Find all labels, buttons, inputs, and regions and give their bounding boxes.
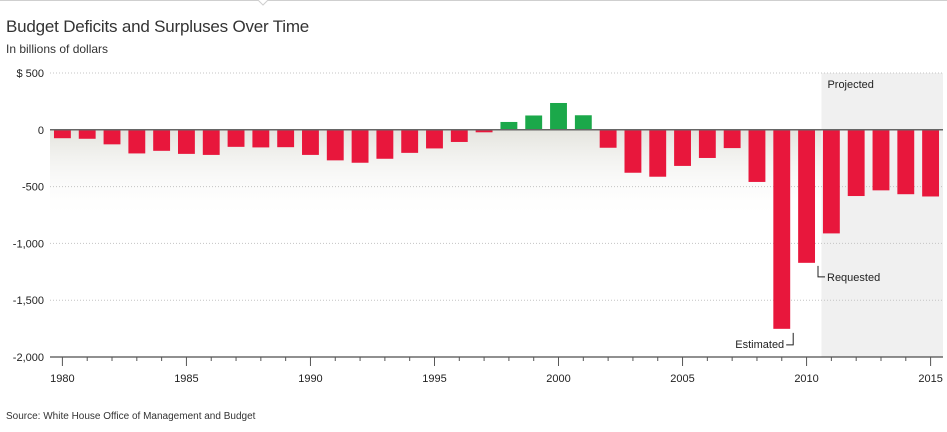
surplus-bar	[525, 115, 543, 130]
deficit-bar	[624, 129, 642, 173]
deficit-bar	[922, 129, 940, 197]
deficit-bar	[847, 129, 865, 197]
deficit-bar	[897, 129, 915, 195]
y-tick-label: 0	[38, 125, 44, 137]
y-tick-label: -1,000	[13, 238, 44, 250]
y-tick-label: -2,000	[13, 352, 44, 364]
x-tick-label: 1980	[50, 373, 74, 385]
deficit-bar	[475, 129, 493, 133]
deficit-bar	[723, 129, 741, 149]
deficit-bar	[302, 129, 319, 155]
deficit-bar	[872, 129, 890, 191]
surplus-bar	[500, 121, 518, 130]
deficit-bar	[128, 129, 146, 154]
x-tick-label: 2010	[794, 373, 818, 385]
chart-subtitle: In billions of dollars	[6, 42, 109, 56]
deficit-bar	[674, 129, 691, 166]
x-tick-label: 1985	[174, 373, 198, 385]
annotation-leader-estimated	[786, 332, 794, 346]
surplus-bar	[574, 115, 592, 130]
deficit-bar	[277, 129, 295, 148]
deficit-bar	[351, 129, 369, 163]
deficit-bar	[450, 129, 468, 142]
x-tick-label: 1995	[422, 373, 446, 385]
deficit-bar	[798, 129, 816, 263]
deficit-bar	[748, 129, 766, 182]
deficit-bar	[202, 129, 220, 155]
projected-region	[821, 73, 943, 357]
y-tick-label: $ 500	[16, 68, 44, 80]
x-tick-label: 2005	[670, 373, 694, 385]
deficit-bar	[252, 129, 270, 148]
deficit-bar	[822, 129, 840, 234]
chart-title: Budget Deficits and Surpluses Over Time	[6, 17, 310, 36]
annotation-leader-requested	[817, 265, 826, 278]
projected-label: Projected	[827, 79, 873, 91]
deficit-bar	[426, 129, 443, 149]
deficit-bar	[599, 129, 617, 148]
deficit-bar	[698, 129, 716, 158]
annotation-requested: Requested	[827, 272, 880, 284]
x-tick-label: 1990	[298, 373, 322, 385]
x-tick-label: 2015	[918, 373, 942, 385]
deficit-bar	[78, 129, 96, 139]
deficit-bar	[401, 129, 419, 153]
deficit-bar	[53, 129, 71, 139]
deficit-bar	[103, 129, 121, 145]
deficit-bar	[376, 129, 394, 159]
top-rule	[0, 0, 947, 1]
deficit-bar	[326, 129, 344, 161]
top-notch	[258, 0, 268, 6]
y-tick-label: -500	[22, 182, 44, 194]
deficit-bar	[773, 129, 791, 329]
deficit-bar	[227, 129, 245, 147]
surplus-bar	[550, 102, 567, 130]
deficit-bar	[178, 129, 195, 154]
annotation-estimated: Estimated	[735, 339, 784, 351]
y-tick-label: -1,500	[13, 295, 44, 307]
source-note: Source: White House Office of Management…	[6, 411, 256, 422]
x-tick-label: 2000	[546, 373, 570, 385]
deficit-bar	[649, 129, 667, 177]
deficit-bar	[153, 129, 171, 151]
